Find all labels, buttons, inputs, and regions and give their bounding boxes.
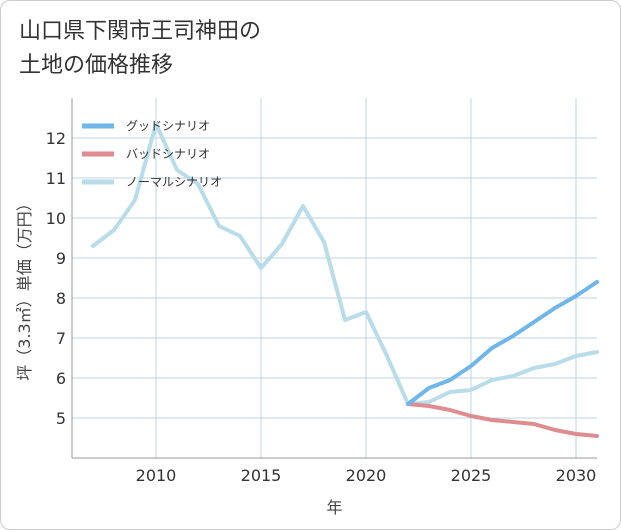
chart-title: 山口県下関市王司神田の 土地の価格推移 — [19, 15, 261, 83]
y-axis-ticks: 5 6 7 8 9 10 11 12 — [46, 129, 66, 428]
x-tick-label-2030: 2030 — [556, 466, 597, 485]
grid — [72, 98, 597, 458]
x-tick-label-2015: 2015 — [241, 466, 282, 485]
chart-title-line-1: 山口県下関市王司神田の — [19, 19, 262, 44]
y-tick-label-8: 8 — [56, 289, 66, 308]
y-tick-label-9: 9 — [56, 249, 66, 268]
x-tick-label-2025: 2025 — [451, 466, 492, 485]
series-line-0 — [91, 122, 599, 406]
y-tick-label-6: 6 — [56, 369, 66, 388]
series-line-2 — [406, 280, 599, 406]
x-axis-ticks: 2010 2015 2020 2025 2030 — [136, 466, 597, 485]
legend-label-0: グッドシナリオ — [126, 119, 210, 133]
legend-label-1: バッドシナリオ — [126, 147, 210, 161]
x-axis-title: 年 — [326, 498, 342, 517]
legend-label-2: ノーマルシナリオ — [126, 175, 222, 189]
x-tick-label-2020: 2020 — [346, 466, 387, 485]
y-tick-label-5: 5 — [56, 409, 66, 428]
chart-title-line-2: 土地の価格推移 — [19, 53, 174, 78]
y-tick-label-10: 10 — [46, 209, 66, 228]
axes — [71, 98, 597, 459]
series-line-1 — [406, 402, 599, 438]
y-tick-label-11: 11 — [46, 169, 66, 188]
x-tick-label-2010: 2010 — [136, 466, 177, 485]
y-axis-title: 坪（3.3㎡）単価（万円） — [15, 195, 34, 380]
y-tick-label-12: 12 — [46, 129, 66, 148]
series-lines — [91, 122, 599, 438]
y-tick-label-7: 7 — [56, 329, 66, 348]
